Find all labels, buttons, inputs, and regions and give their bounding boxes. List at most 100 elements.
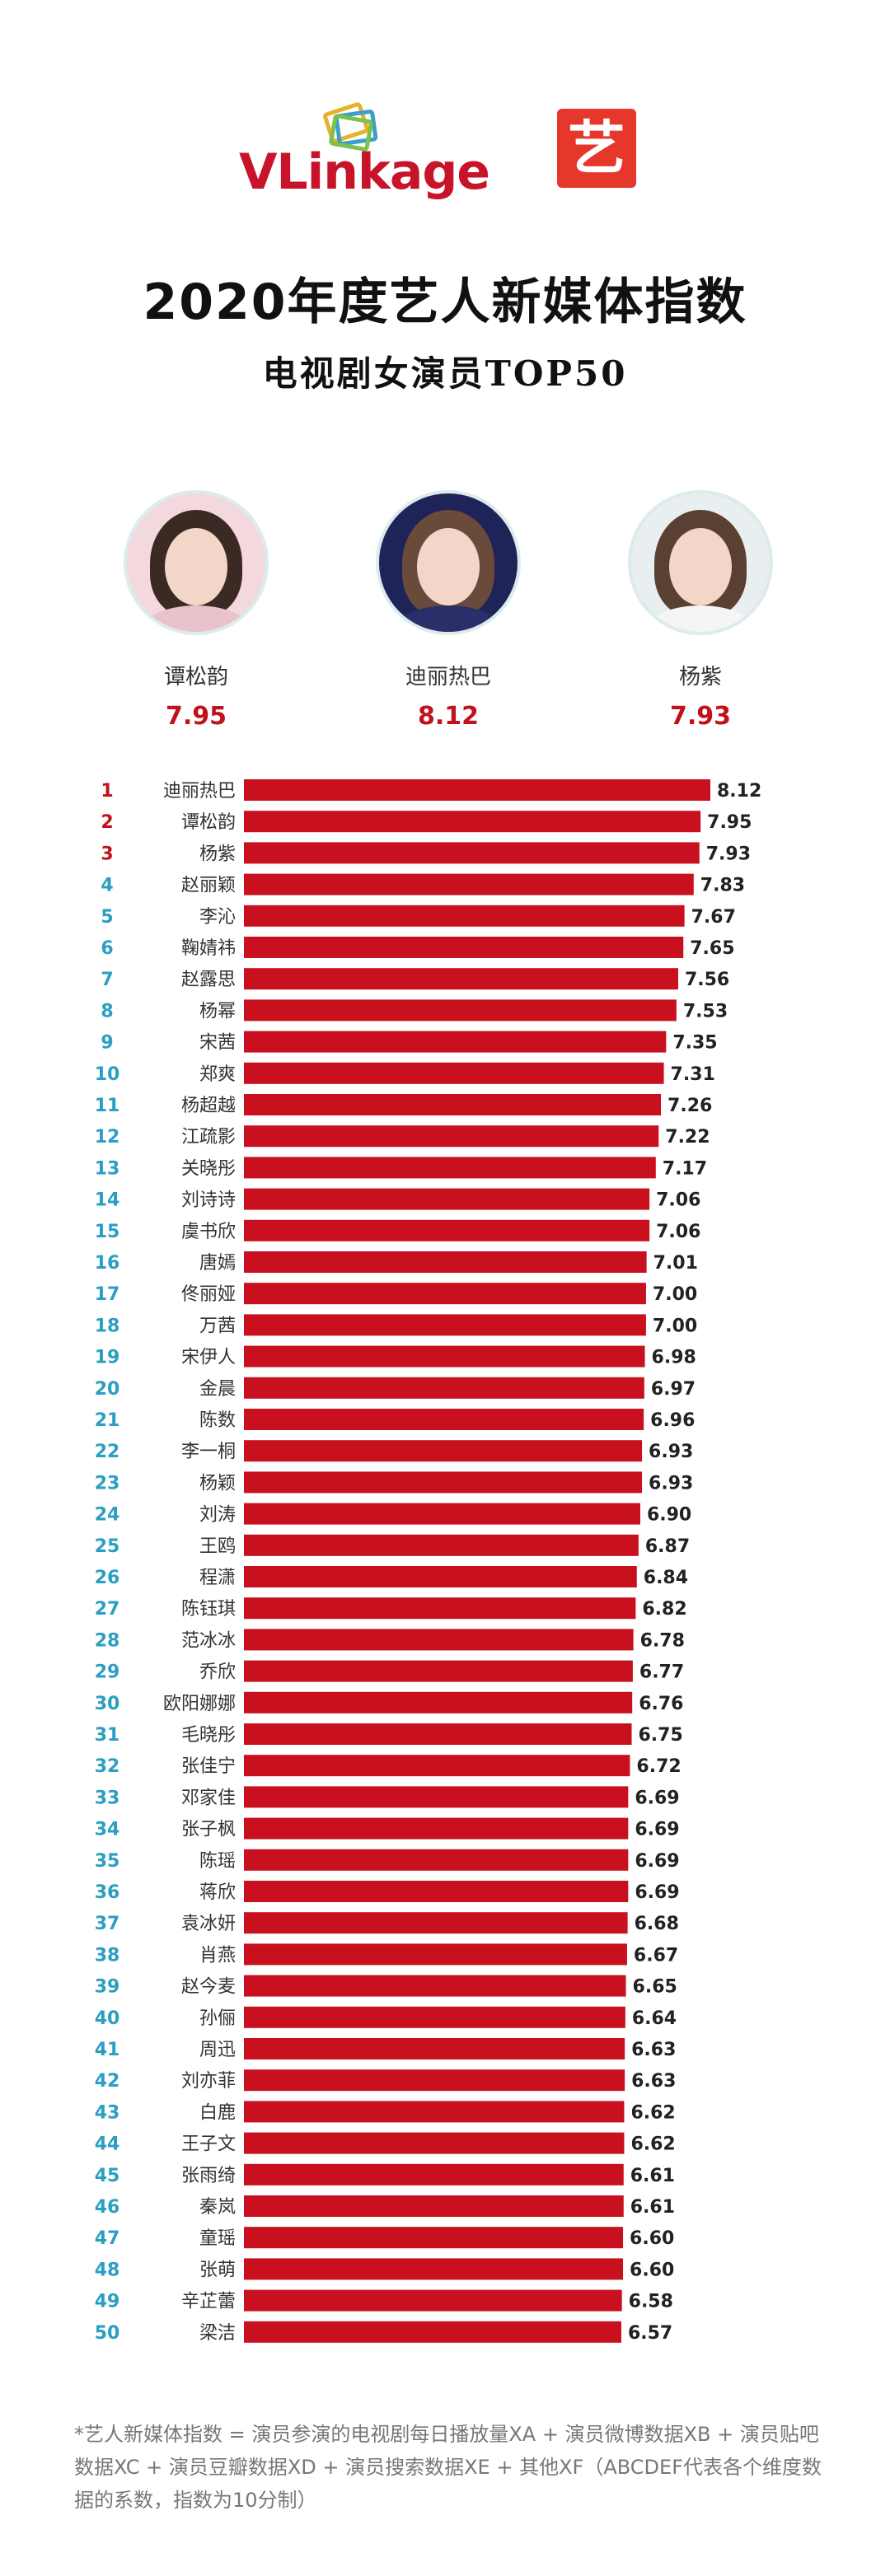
name-label: 赵今麦 <box>181 1977 236 1998</box>
value-label: 6.58 <box>629 2292 673 2312</box>
value-label: 6.93 <box>649 1473 693 1494</box>
bar <box>244 905 685 927</box>
bar <box>244 1534 639 1556</box>
name-label: 张雨绮 <box>181 2166 236 2186</box>
value-label: 6.77 <box>639 1662 684 1683</box>
rank-label: 36 <box>95 1882 120 1903</box>
name-label: 乔欣 <box>199 1662 236 1683</box>
value-label: 6.60 <box>630 2228 674 2249</box>
rank-label: 49 <box>95 2292 120 2312</box>
bar <box>244 1031 667 1053</box>
podium-first: 迪丽热巴 8.12 <box>366 490 531 731</box>
value-label: 6.82 <box>642 1599 686 1620</box>
name-label: 虞书欣 <box>181 1222 236 1242</box>
name-label: 杨超越 <box>181 1096 236 1116</box>
name-label: 杨紫 <box>199 844 236 864</box>
bar <box>244 1723 632 1745</box>
value-label: 6.69 <box>635 1882 679 1903</box>
bar <box>244 2321 621 2343</box>
name-label: 欧阳娜娜 <box>163 1694 236 1714</box>
vlinkage-logo: VLinkage <box>239 97 536 204</box>
name-label: 江疏影 <box>181 1127 236 1148</box>
rank-label: 7 <box>101 970 113 990</box>
bar <box>244 1503 640 1525</box>
rank-label: 46 <box>95 2197 120 2218</box>
name-label: 刘涛 <box>199 1505 236 1526</box>
bar <box>244 2163 624 2186</box>
bar <box>244 999 677 1022</box>
rank-label: 6 <box>101 938 113 959</box>
bar <box>244 1345 645 1367</box>
bar <box>244 2101 625 2123</box>
value-label: 7.35 <box>672 1033 717 1054</box>
name-label: 鞠婧祎 <box>181 938 236 959</box>
rank-label: 43 <box>95 2102 120 2123</box>
name-label: 刘诗诗 <box>181 1190 236 1211</box>
rank-label: 13 <box>95 1158 120 1179</box>
rank-label: 16 <box>95 1253 120 1274</box>
bar <box>244 1125 659 1148</box>
rank-label: 20 <box>95 1379 120 1400</box>
name-label: 童瑶 <box>199 2228 236 2249</box>
podium-name: 杨紫 <box>678 665 722 690</box>
name-label: 刘亦菲 <box>181 2071 236 2092</box>
value-label: 6.87 <box>645 1536 690 1557</box>
name-label: 肖燕 <box>199 1945 236 1966</box>
value-label: 7.26 <box>668 1096 712 1116</box>
bar <box>244 1786 629 1808</box>
bar <box>244 1314 646 1336</box>
value-label: 8.12 <box>717 781 761 802</box>
rank-label: 19 <box>95 1348 120 1368</box>
rank-label: 3 <box>101 844 113 864</box>
bar <box>244 1943 627 1966</box>
value-label: 6.60 <box>630 2260 674 2280</box>
bar <box>244 2038 625 2059</box>
value-label: 7.67 <box>691 907 736 928</box>
name-label: 梁洁 <box>199 2323 236 2344</box>
rank-label: 14 <box>95 1190 120 1211</box>
name-label: 赵丽颖 <box>181 876 236 896</box>
value-label: 6.65 <box>633 1977 677 1998</box>
avatar <box>376 490 521 635</box>
rank-label: 30 <box>95 1694 120 1714</box>
name-label: 张子枫 <box>181 1820 236 1840</box>
name-label: 毛晓彤 <box>181 1725 236 1746</box>
value-label: 7.17 <box>663 1158 707 1179</box>
value-label: 7.00 <box>653 1316 697 1336</box>
bar <box>244 2258 624 2280</box>
value-label: 6.97 <box>651 1379 696 1400</box>
value-label: 6.61 <box>630 2166 675 2186</box>
rank-label: 12 <box>95 1127 120 1148</box>
name-label: 王鸥 <box>199 1536 236 1557</box>
rank-label: 18 <box>95 1316 120 1336</box>
value-label: 6.93 <box>649 1442 693 1462</box>
name-label: 宋茜 <box>199 1033 236 1054</box>
rank-label: 35 <box>95 1851 120 1872</box>
bar <box>244 1629 634 1651</box>
bar <box>244 1691 633 1713</box>
bar <box>244 1660 633 1682</box>
name-label: 李一桐 <box>181 1442 236 1462</box>
value-label: 6.90 <box>647 1505 691 1526</box>
bar <box>244 2227 624 2249</box>
footnote: *艺人新媒体指数 = 演员参演的电视剧每日播放量XA + 演员微博数据XB + … <box>74 2423 822 2512</box>
rank-label: 5 <box>101 907 113 928</box>
rank-label: 22 <box>95 1442 120 1462</box>
rank-label: 8 <box>101 1001 113 1022</box>
bar <box>244 1912 628 1934</box>
value-label: 6.69 <box>635 1788 679 1808</box>
value-label: 7.06 <box>656 1190 700 1211</box>
value-label: 6.78 <box>640 1630 685 1651</box>
rank-label: 47 <box>95 2228 120 2249</box>
avatar <box>628 490 773 635</box>
rank-label: 28 <box>95 1630 120 1651</box>
name-label: 范冰冰 <box>181 1630 236 1651</box>
ranking-bar-chart: 1 迪丽热巴 8.12 2 谭松韵 7.95 3 杨紫 7.93 4 赵丽颖 7.83 5 李沁 7.67 6… <box>95 779 761 2344</box>
name-label: 金晨 <box>199 1379 236 1400</box>
bar <box>244 873 694 895</box>
rank-label: 2 <box>101 812 113 833</box>
rank-label: 15 <box>95 1222 120 1242</box>
rank-label: 42 <box>95 2071 120 2092</box>
bar <box>244 1062 664 1084</box>
bar <box>244 2289 622 2312</box>
